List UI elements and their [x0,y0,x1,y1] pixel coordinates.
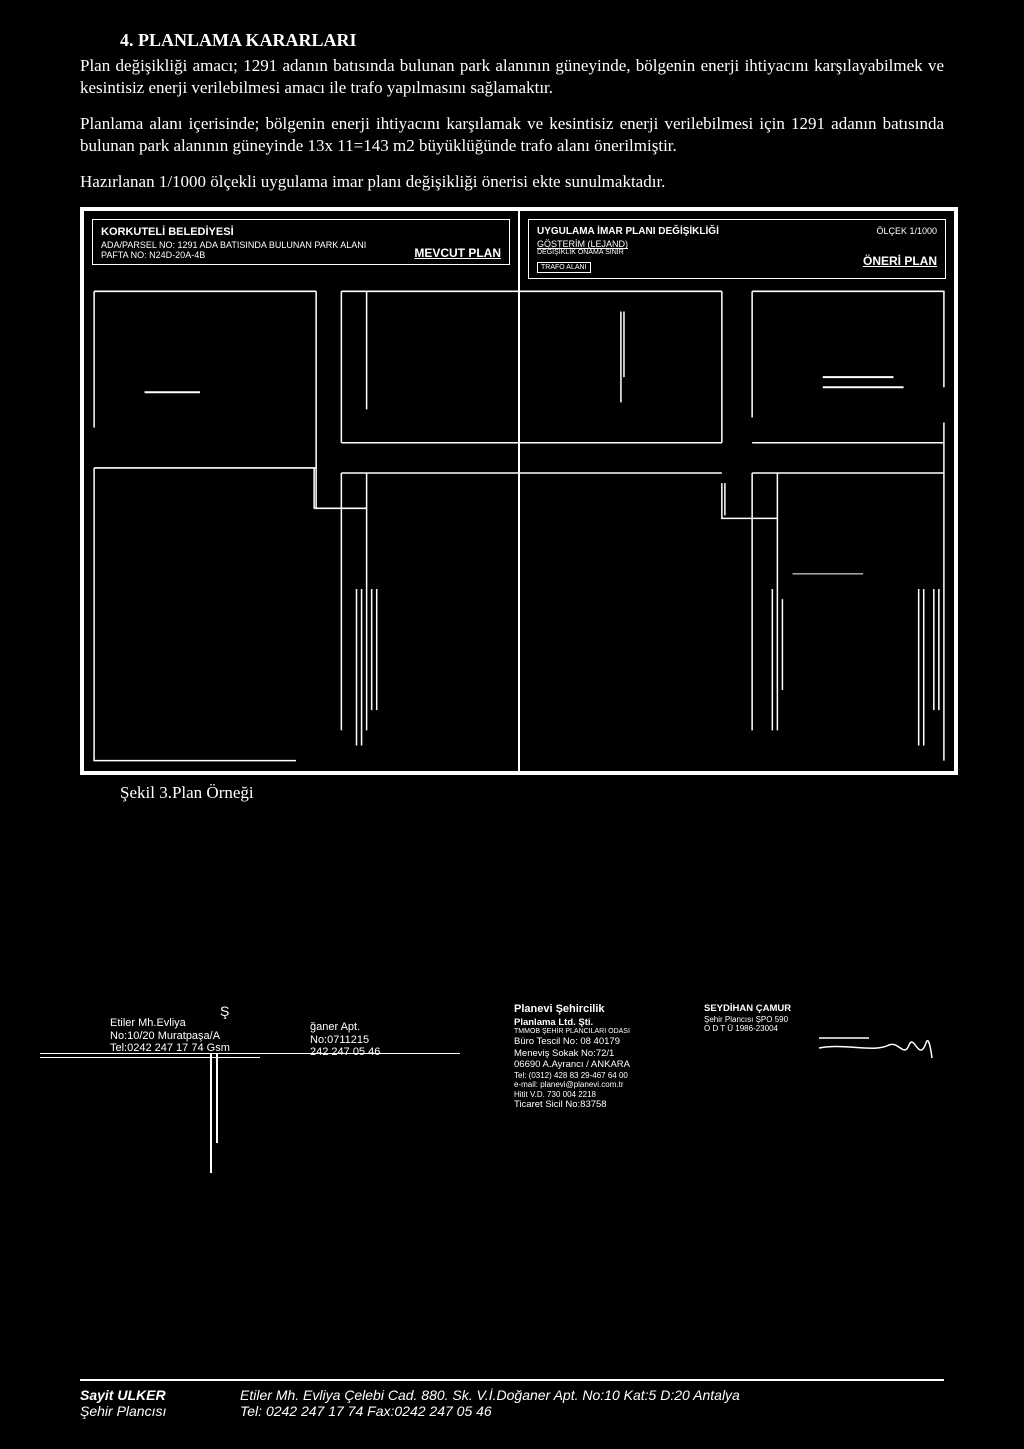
signature-svg [814,1003,934,1083]
addr2b: No:0711215 [310,1034,380,1046]
c2a: SEYDİHAN ÇAMUR [704,1003,814,1014]
section-heading: 4. PLANLAMA KARARLARI [120,30,944,51]
plan-figure: KORKUTELİ BELEDİYESİ ADA/PARSEL NO: 1291… [80,207,958,775]
figure-caption: Şekil 3.Plan Örneği [120,783,944,803]
c1a: Planevi Şehircilik [514,1003,704,1016]
addr1a: Etiler Mh.Evliya [110,1017,230,1029]
stamp-right: Planevi Şehircilik Planlama Ltd. Şti. TM… [514,1003,944,1110]
stamp-line2 [40,1057,260,1058]
stamp-col2: SEYDİHAN ÇAMUR Şehir Plancısı ŞPO 590 O … [704,1003,814,1110]
plan-left-header: KORKUTELİ BELEDİYESİ ADA/PARSEL NO: 1291… [92,219,510,265]
stamp-line1 [40,1053,460,1054]
addr2a: ğaner Apt. [310,1021,380,1033]
c1g: Tel: (0312) 428 83 29-467 64 00 [514,1071,704,1081]
left-title: KORKUTELİ BELEDİYESİ [101,226,366,238]
stamp-vbar2 [216,1053,218,1143]
footer-tel: Tel: 0242 247 17 74 Fax:0242 247 05 46 [240,1403,944,1419]
footer-left: Sayit ULKER Şehir Plancısı [80,1387,240,1419]
c2c: O D T Ü 1986-23004 [704,1024,814,1034]
c1e: Meneviş Sokak No:72/1 [514,1048,704,1059]
plan-right-header: UYGULAMA İMAR PLANI DEĞİŞİKLİĞİ GÖSTERİM… [528,219,946,279]
stamp-row: Ş Etiler Mh.Evliya No:10/20 Muratpaşa/A … [80,1003,944,1110]
right-scale: ÖLÇEK 1/1000 [863,226,937,236]
right-legend-sub: DEĞİŞİKLİK ONAMA SINIR [537,249,719,256]
addr1b: No:10/20 Muratpaşa/A [110,1030,230,1042]
plan-left-panel: KORKUTELİ BELEDİYESİ ADA/PARSEL NO: 1291… [84,211,520,771]
right-map-svg [520,286,954,771]
c1h: e-mail: planevi@planevi.com.tr [514,1080,704,1090]
c1b: Planlama Ltd. Şti. [514,1017,704,1028]
paragraph-2: Planlama alanı içerisinde; bölgenin ener… [80,113,944,157]
addr2c: 242 247 05 46 [310,1046,380,1058]
stamp-addr-b: ğaner Apt. No:0711215 242 247 05 46 [310,1021,380,1057]
footer-name: Sayit ULKER [80,1387,240,1403]
paragraph-1: Plan değişikliği amacı; 1291 adanın batı… [80,55,944,99]
right-title: UYGULAMA İMAR PLANI DEĞİŞİKLİĞİ [537,226,719,237]
stamp-addr-a: Etiler Mh.Evliya No:10/20 Muratpaşa/A Te… [110,1017,230,1053]
signature [814,1003,934,1110]
paragraph-3: Hazırlanan 1/1000 ölçekli uygulama imar … [80,171,944,193]
plan-left-map [84,286,518,771]
addr1c: Tel:0242 247 17 74 Gsm [110,1042,230,1054]
c1c: TMMOB ŞEHİR PLANCILARI ODASI [514,1028,704,1036]
c1i: Hitit V.D. 730 004 2218 [514,1090,704,1100]
left-line2: PAFTA NO: N24D-20A-4B [101,250,366,260]
page-footer: Sayit ULKER Şehir Plancısı Etiler Mh. Ev… [80,1379,944,1419]
right-legend-title: GÖSTERİM (LEJAND) [537,239,719,249]
stamp-vbar1 [210,1053,212,1173]
footer-title: Şehir Plancısı [80,1403,240,1419]
c1j: Ticaret Sicil No:83758 [514,1099,704,1110]
left-plan-label: MEVCUT PLAN [414,246,501,260]
left-line1: ADA/PARSEL NO: 1291 ADA BATISINDA BULUNA… [101,240,366,250]
right-plan-label: ÖNERİ PLAN [863,254,937,268]
stamp-col1: Planevi Şehircilik Planlama Ltd. Şti. TM… [514,1003,704,1110]
c2b: Şehir Plancısı ŞPO 590 [704,1015,814,1025]
c1f: 06690 A.Ayrancı / ANKARA [514,1059,704,1070]
footer-addr: Etiler Mh. Evliya Çelebi Cad. 880. Sk. V… [240,1387,944,1403]
right-legend-box: TRAFO ALANI [537,262,591,273]
footer-right: Etiler Mh. Evliya Çelebi Cad. 880. Sk. V… [240,1387,944,1419]
plan-right-map [520,286,954,771]
plan-right-panel: UYGULAMA İMAR PLANI DEĞİŞİKLİĞİ GÖSTERİM… [520,211,954,771]
left-map-svg [84,286,518,771]
c1d: Büro Tescil No: 08 40179 [514,1036,704,1047]
